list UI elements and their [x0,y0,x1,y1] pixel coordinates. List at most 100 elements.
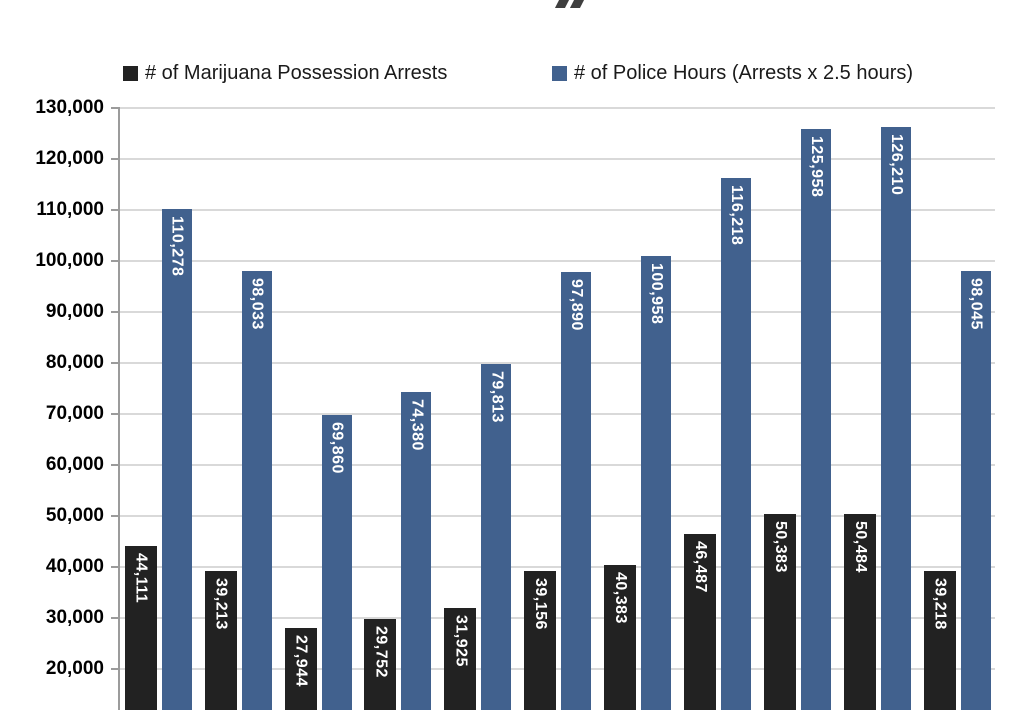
bar-data-label: 69,860 [328,421,346,474]
police-hours-bar [241,271,272,710]
legend-swatch-arrests-icon [123,65,138,81]
bar-data-label: 44,111 [132,553,150,604]
bar-data-label: 46,487 [692,540,709,593]
police-hours-bar [321,414,352,710]
y-axis-tick [111,158,120,160]
legend-item-arrests: # of Marijuana Possession Arrests [123,62,447,84]
cutoff-title-fragment-left [554,0,570,8]
bar-data-label: 98,033 [248,278,266,330]
y-axis-tick-label: 70,000 [45,403,104,424]
police-hours-bar [481,363,512,710]
gridline [120,107,995,109]
y-axis-tick [111,311,120,313]
bar-data-label-wrap: 50,484 [844,521,876,573]
bar-data-label: 97,890 [568,278,586,331]
bar-data-label: 125,958 [807,135,825,197]
y-axis-tick [111,515,120,517]
y-axis-tick-label: 80,000 [45,352,104,373]
bar-data-label: 39,213 [212,578,230,630]
gridline [120,311,995,313]
bar-data-label: 27,944 [292,635,310,688]
gridline [120,617,995,619]
bar-data-label: 116,218 [728,185,745,246]
y-axis-tick [111,668,120,670]
arrests-bar [124,546,157,710]
legend-label-police-hours: # of Police Hours (Arrests x 2.5 hours) [574,61,914,84]
legend-label-arrests: # of Marijuana Possession Arrests [145,61,448,84]
gridline [120,362,995,364]
gridline [120,668,995,670]
bar-data-label-wrap: 46,487 [684,541,716,593]
y-axis-tick-label: 50,000 [45,505,104,526]
bar-data-label-wrap: 40,383 [604,572,636,624]
bar-data-label: 39,218 [931,577,949,630]
arrests-bar [524,571,557,710]
bar-data-label: 50,484 [851,520,869,573]
y-axis-tick-label: 40,000 [45,556,104,577]
bar-data-label: 50,383 [771,521,789,573]
bar-data-label-wrap: 39,213 [205,578,237,630]
bar-data-label-wrap: 98,045 [961,278,991,330]
police-hours-bar [880,127,911,710]
arrests-bar [204,571,237,710]
bar-data-label-wrap: 79,813 [481,371,511,423]
bar-data-label-wrap: 31,925 [444,615,476,667]
y-axis-tick [111,617,120,619]
y-axis-tick-label: 130,000 [35,97,104,118]
y-axis-tick [111,362,120,364]
gridline [120,158,995,160]
police-hours-bar [641,256,672,710]
police-hours-bar [161,208,192,710]
gridline [120,515,995,517]
y-axis-tick [111,464,120,466]
bar-data-label-wrap: 44,111 [125,553,157,603]
y-axis-tick-label: 60,000 [45,454,104,475]
bar-data-label: 100,958 [648,263,666,325]
bar-data-label: 74,380 [408,398,426,451]
cutoff-title-fragment-right [569,0,585,8]
y-axis-tick-label: 110,000 [36,199,104,220]
police-hours-bar [401,391,432,710]
gridline [120,413,995,415]
bar-data-label-wrap: 74,380 [401,399,431,451]
bar-data-label-wrap: 97,890 [561,279,591,331]
gridline [120,209,995,211]
bar-data-label-wrap: 116,218 [721,185,751,245]
bar-data-label-wrap: 39,218 [924,578,956,630]
arrests-bar [684,533,716,710]
bar-data-label-wrap: 125,958 [801,136,831,197]
arrests-bar [284,628,317,710]
y-axis-tick-label: 90,000 [45,301,104,322]
arrests-bar [843,513,876,710]
bar-data-label: 40,383 [612,572,630,624]
gridline [120,464,995,466]
bar-data-label: 110,278 [168,215,186,277]
y-axis-tick-label: 100,000 [35,250,104,271]
bar-data-label-wrap: 69,860 [322,422,352,474]
bar-data-label-wrap: 110,278 [162,216,192,276]
police-hours-bar [721,178,751,710]
gridline [120,260,995,262]
arrests-bar [923,570,956,710]
arrests-bar [444,608,477,710]
police-hours-bar [800,128,831,710]
y-axis-tick [111,209,120,211]
y-axis-tick-label: 30,000 [45,607,104,628]
gridline [120,566,995,568]
bar-data-label-wrap: 27,944 [285,635,317,687]
police-hours-bar [561,271,592,710]
bar-data-label: 98,045 [967,277,985,330]
y-axis-tick [111,107,120,109]
bar-data-label: 79,813 [488,370,506,423]
y-axis-line [118,108,120,710]
bar-data-label-wrap: 29,752 [364,626,396,678]
legend-swatch-police-hours-icon [552,65,567,81]
bar-data-label-wrap: 50,383 [764,521,796,573]
arrests-bar [364,619,397,710]
arrests-bar [604,565,637,710]
y-axis-tick-label: 120,000 [35,148,104,169]
arrests-bar [763,514,796,710]
y-axis-tick [111,413,120,415]
bar-data-label: 126,210 [887,134,905,196]
